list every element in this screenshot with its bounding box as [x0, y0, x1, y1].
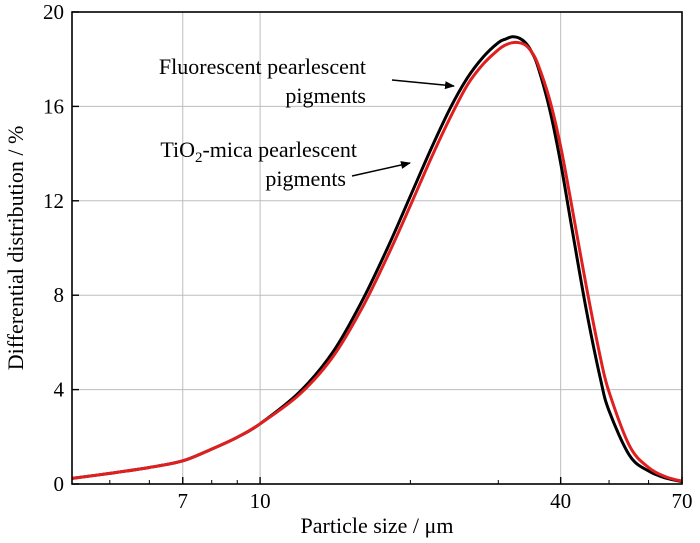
y-axis-title: Differential distribution / %	[3, 126, 28, 371]
annotation-fluorescent: Fluorescent pearlescent pigments	[159, 54, 455, 108]
series-layer	[71, 35, 683, 484]
annotation-fluorescent-line2: pigments	[285, 83, 366, 108]
y-tick-label-0: 0	[54, 472, 65, 496]
y-tick-label-8: 8	[54, 283, 65, 307]
annotation-tio2-line2: pigments	[265, 166, 346, 191]
annotation-tio2-line1: TiO2-mica pearlescent	[160, 137, 357, 166]
tick-labels: 0 4 8 12 16 20 7 10 40 70	[43, 0, 693, 513]
y-tick-label-12: 12	[43, 189, 64, 213]
x-tick-label-70: 70	[672, 489, 693, 513]
tick-marks	[72, 11, 683, 485]
x-axis-title: Particle size / μm	[301, 513, 454, 538]
x-tick-label-10: 10	[250, 489, 271, 513]
series-line-fluorescent	[71, 35, 683, 484]
annotation-fluorescent-arrow	[391, 79, 455, 90]
x-tick-label-40: 40	[550, 489, 571, 513]
series-line-tio2-mica	[71, 40, 683, 483]
annotation-tio2: TiO2-mica pearlescent pigments	[160, 137, 411, 191]
annotation-fluorescent-line1: Fluorescent pearlescent	[159, 54, 366, 79]
annotation-tio2-arrow	[351, 161, 411, 177]
y-tick-label-4: 4	[54, 378, 65, 402]
x-tick-label-7: 7	[178, 489, 189, 513]
y-tick-label-16: 16	[43, 94, 64, 118]
y-tick-label-20: 20	[43, 0, 64, 24]
grid-lines	[72, 12, 682, 484]
plot-frame	[71, 11, 683, 485]
